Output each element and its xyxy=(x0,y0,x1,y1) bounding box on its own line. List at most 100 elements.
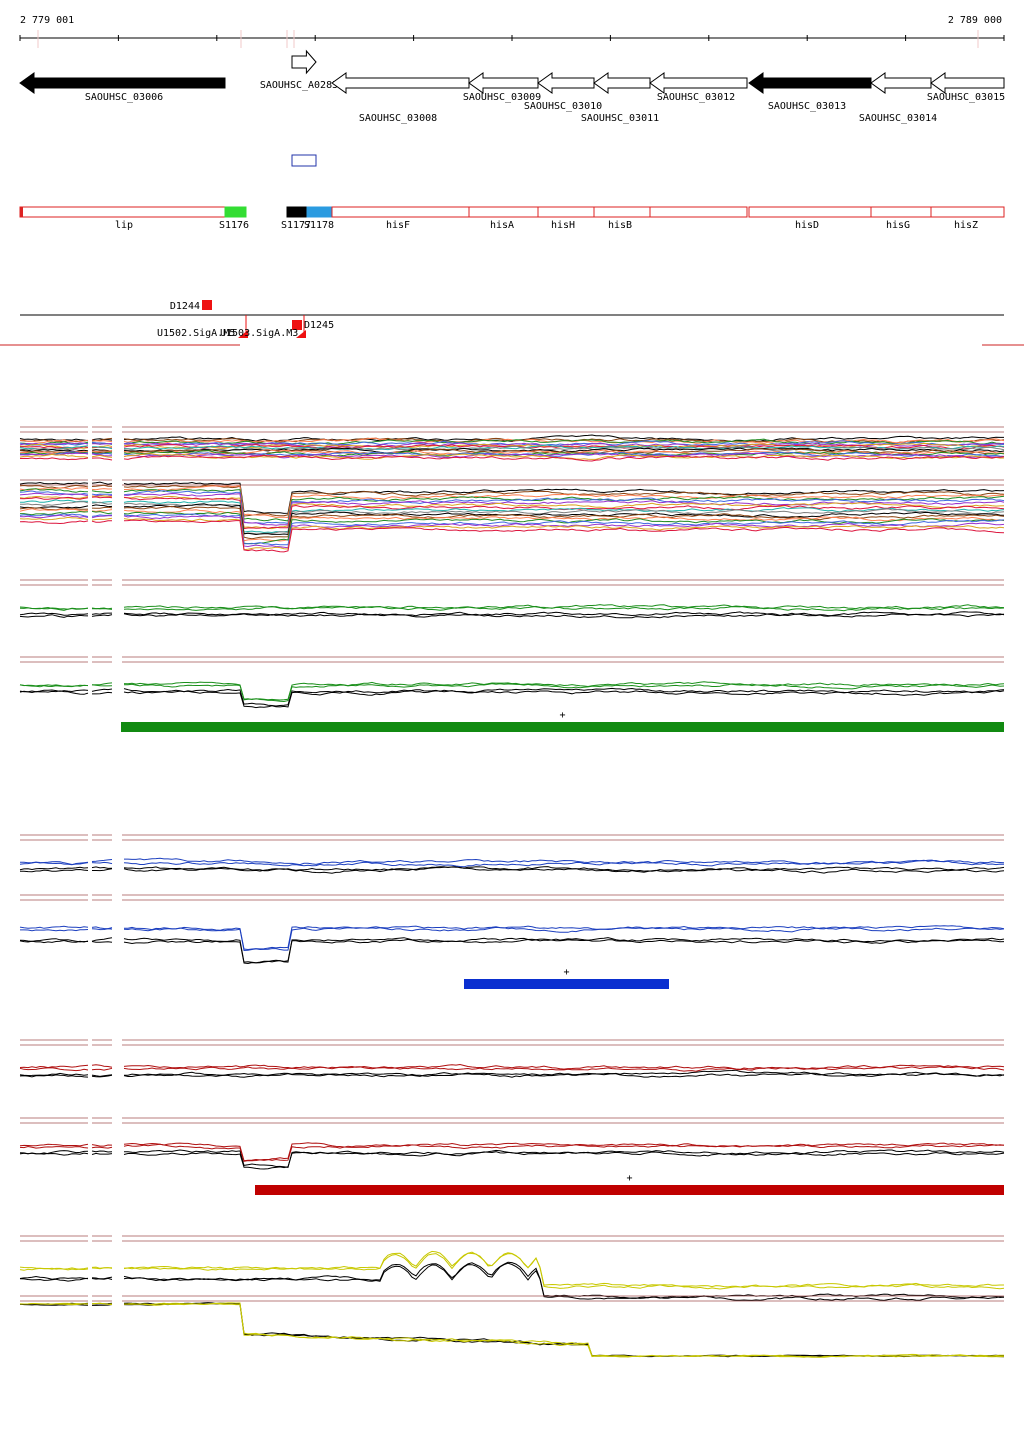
segment-label: S1176 xyxy=(219,220,249,231)
gene-SAOUHSC_03013[interactable]: SAOUHSC_03013 xyxy=(748,72,872,112)
segment-S1178[interactable]: S1178 xyxy=(304,206,334,231)
segment-rect[interactable] xyxy=(224,206,247,218)
segment-hisB[interactable]: hisB xyxy=(593,206,651,231)
gene-label: SAOUHSC_03011 xyxy=(581,113,659,124)
segment-rect[interactable] xyxy=(870,206,932,218)
gene-arrow[interactable] xyxy=(593,72,651,94)
condition-bar-rect[interactable] xyxy=(464,979,669,989)
expression-line xyxy=(19,514,1005,549)
gene-SAOUHSC_03006[interactable]: SAOUHSC_03006 xyxy=(19,72,226,103)
feature-label: D1245 xyxy=(304,320,334,331)
segment-rect[interactable] xyxy=(306,206,333,218)
expression-line xyxy=(19,612,1005,619)
feature-D1244[interactable]: D1244 xyxy=(170,300,212,312)
gene-SAOUHSC_03015[interactable]: SAOUHSC_03015 xyxy=(927,72,1005,103)
segment-hisH[interactable]: hisH xyxy=(537,206,595,231)
track-gap xyxy=(112,423,122,471)
feature-U1503.SigA.M3[interactable]: U1503.SigA.M3 xyxy=(220,315,306,339)
gene-arrow[interactable] xyxy=(19,72,226,94)
expression-line xyxy=(19,454,1005,462)
expression-line xyxy=(19,1142,1005,1162)
segment-hisA[interactable]: hisA xyxy=(468,206,539,231)
condition-bar-rect[interactable] xyxy=(121,722,1004,732)
track-gap xyxy=(112,831,122,879)
expression-line xyxy=(19,1143,1005,1162)
track-gap xyxy=(112,476,122,544)
expression-line xyxy=(19,865,1005,872)
segment-rect[interactable] xyxy=(748,206,872,218)
condition-bar-rect[interactable] xyxy=(255,1185,1004,1195)
expression-line xyxy=(19,1063,1005,1070)
expression-line xyxy=(20,926,1005,952)
segment-hisG[interactable]: hisG xyxy=(870,206,932,231)
expression-line xyxy=(19,1069,1005,1077)
gene-SAOUHSC_03009[interactable]: SAOUHSC_03009 xyxy=(463,72,541,103)
segment-rect[interactable] xyxy=(19,206,226,218)
gene-arrow[interactable] xyxy=(649,72,748,94)
ruler-end-label: 2 789 000 xyxy=(948,15,1002,26)
segment-rect[interactable] xyxy=(649,206,748,218)
segment-label: S1177 xyxy=(281,220,311,231)
segment-rect[interactable] xyxy=(537,206,595,218)
gene-label: SAOUHSC_03008 xyxy=(359,113,437,124)
segment-rect[interactable] xyxy=(331,206,470,218)
track-gap xyxy=(88,653,92,701)
gene-SAOUHSC_03008[interactable]: SAOUHSC_03008 xyxy=(331,72,470,124)
gene-label: SAOUHSC_03010 xyxy=(524,101,602,112)
ruler-start-label: 2 779 001 xyxy=(20,15,74,26)
feature-marker[interactable] xyxy=(292,320,302,330)
gene-arrow[interactable] xyxy=(331,72,470,94)
segment-hisF[interactable]: hisF xyxy=(331,206,470,231)
gene-arrow[interactable] xyxy=(870,72,932,94)
gene-arrow[interactable] xyxy=(468,72,539,94)
expression-line xyxy=(19,488,1005,522)
track-gap xyxy=(88,1232,92,1295)
segment-rect[interactable] xyxy=(286,206,308,218)
gene-label: SAOUHSC_03012 xyxy=(657,92,735,103)
segment-rect[interactable] xyxy=(593,206,651,218)
segment-unnamed[interactable] xyxy=(649,206,748,218)
segment-lip[interactable]: lip xyxy=(19,206,226,231)
green-bar[interactable]: + xyxy=(121,710,1004,732)
track-gap xyxy=(88,891,92,959)
gene-arrow[interactable] xyxy=(930,72,1005,94)
feature-U1502.SigA.M5[interactable]: U1502.SigA.M5 xyxy=(157,315,248,339)
selected-region-box[interactable] xyxy=(291,154,317,167)
expression-line xyxy=(19,1262,1005,1301)
segment-label: hisG xyxy=(886,220,910,231)
segment-label: hisD xyxy=(795,220,819,231)
gene-arrow[interactable] xyxy=(291,49,317,75)
gene-SAOUHSC_03012[interactable]: SAOUHSC_03012 xyxy=(649,72,748,103)
feature-marker[interactable] xyxy=(202,300,212,310)
ruler-ticks xyxy=(19,30,1005,48)
expression-line xyxy=(19,1065,1005,1072)
feature-label: U1503.SigA.M3 xyxy=(220,328,298,339)
track-blue-bottom xyxy=(19,891,1005,965)
red-bar[interactable]: + xyxy=(255,1173,1004,1195)
gene-SAOUHSC_A02856[interactable]: SAOUHSC_A02856 xyxy=(260,49,344,91)
strand-mark: + xyxy=(563,967,569,978)
expression-tracks xyxy=(19,423,1005,1370)
expression-line xyxy=(19,938,1005,965)
segment-rect[interactable] xyxy=(930,206,1005,218)
gene-label: SAOUHSC_A02856 xyxy=(260,80,344,91)
segment-S1176[interactable]: S1176 xyxy=(219,206,249,231)
track-gap xyxy=(112,1292,122,1370)
segment-label: hisA xyxy=(490,220,514,231)
gene-label: SAOUHSC_03014 xyxy=(859,113,937,124)
segment-rect[interactable] xyxy=(468,206,539,218)
track-gap xyxy=(88,576,92,624)
expression-line xyxy=(19,481,1005,514)
gene-arrow[interactable] xyxy=(748,72,872,94)
blue-bar[interactable]: + xyxy=(464,967,669,989)
track-gap xyxy=(112,653,122,701)
feature-D1245[interactable]: D1245 xyxy=(292,320,334,331)
segment-hisZ[interactable]: hisZ xyxy=(930,206,1005,231)
gene-label: SAOUHSC_03015 xyxy=(927,92,1005,103)
expression-line xyxy=(19,1302,1005,1358)
segment-hisD[interactable]: hisD xyxy=(748,206,872,231)
gene-label: SAOUHSC_03006 xyxy=(85,92,163,103)
gene-arrow[interactable] xyxy=(537,72,595,94)
expression-line xyxy=(19,925,1005,951)
